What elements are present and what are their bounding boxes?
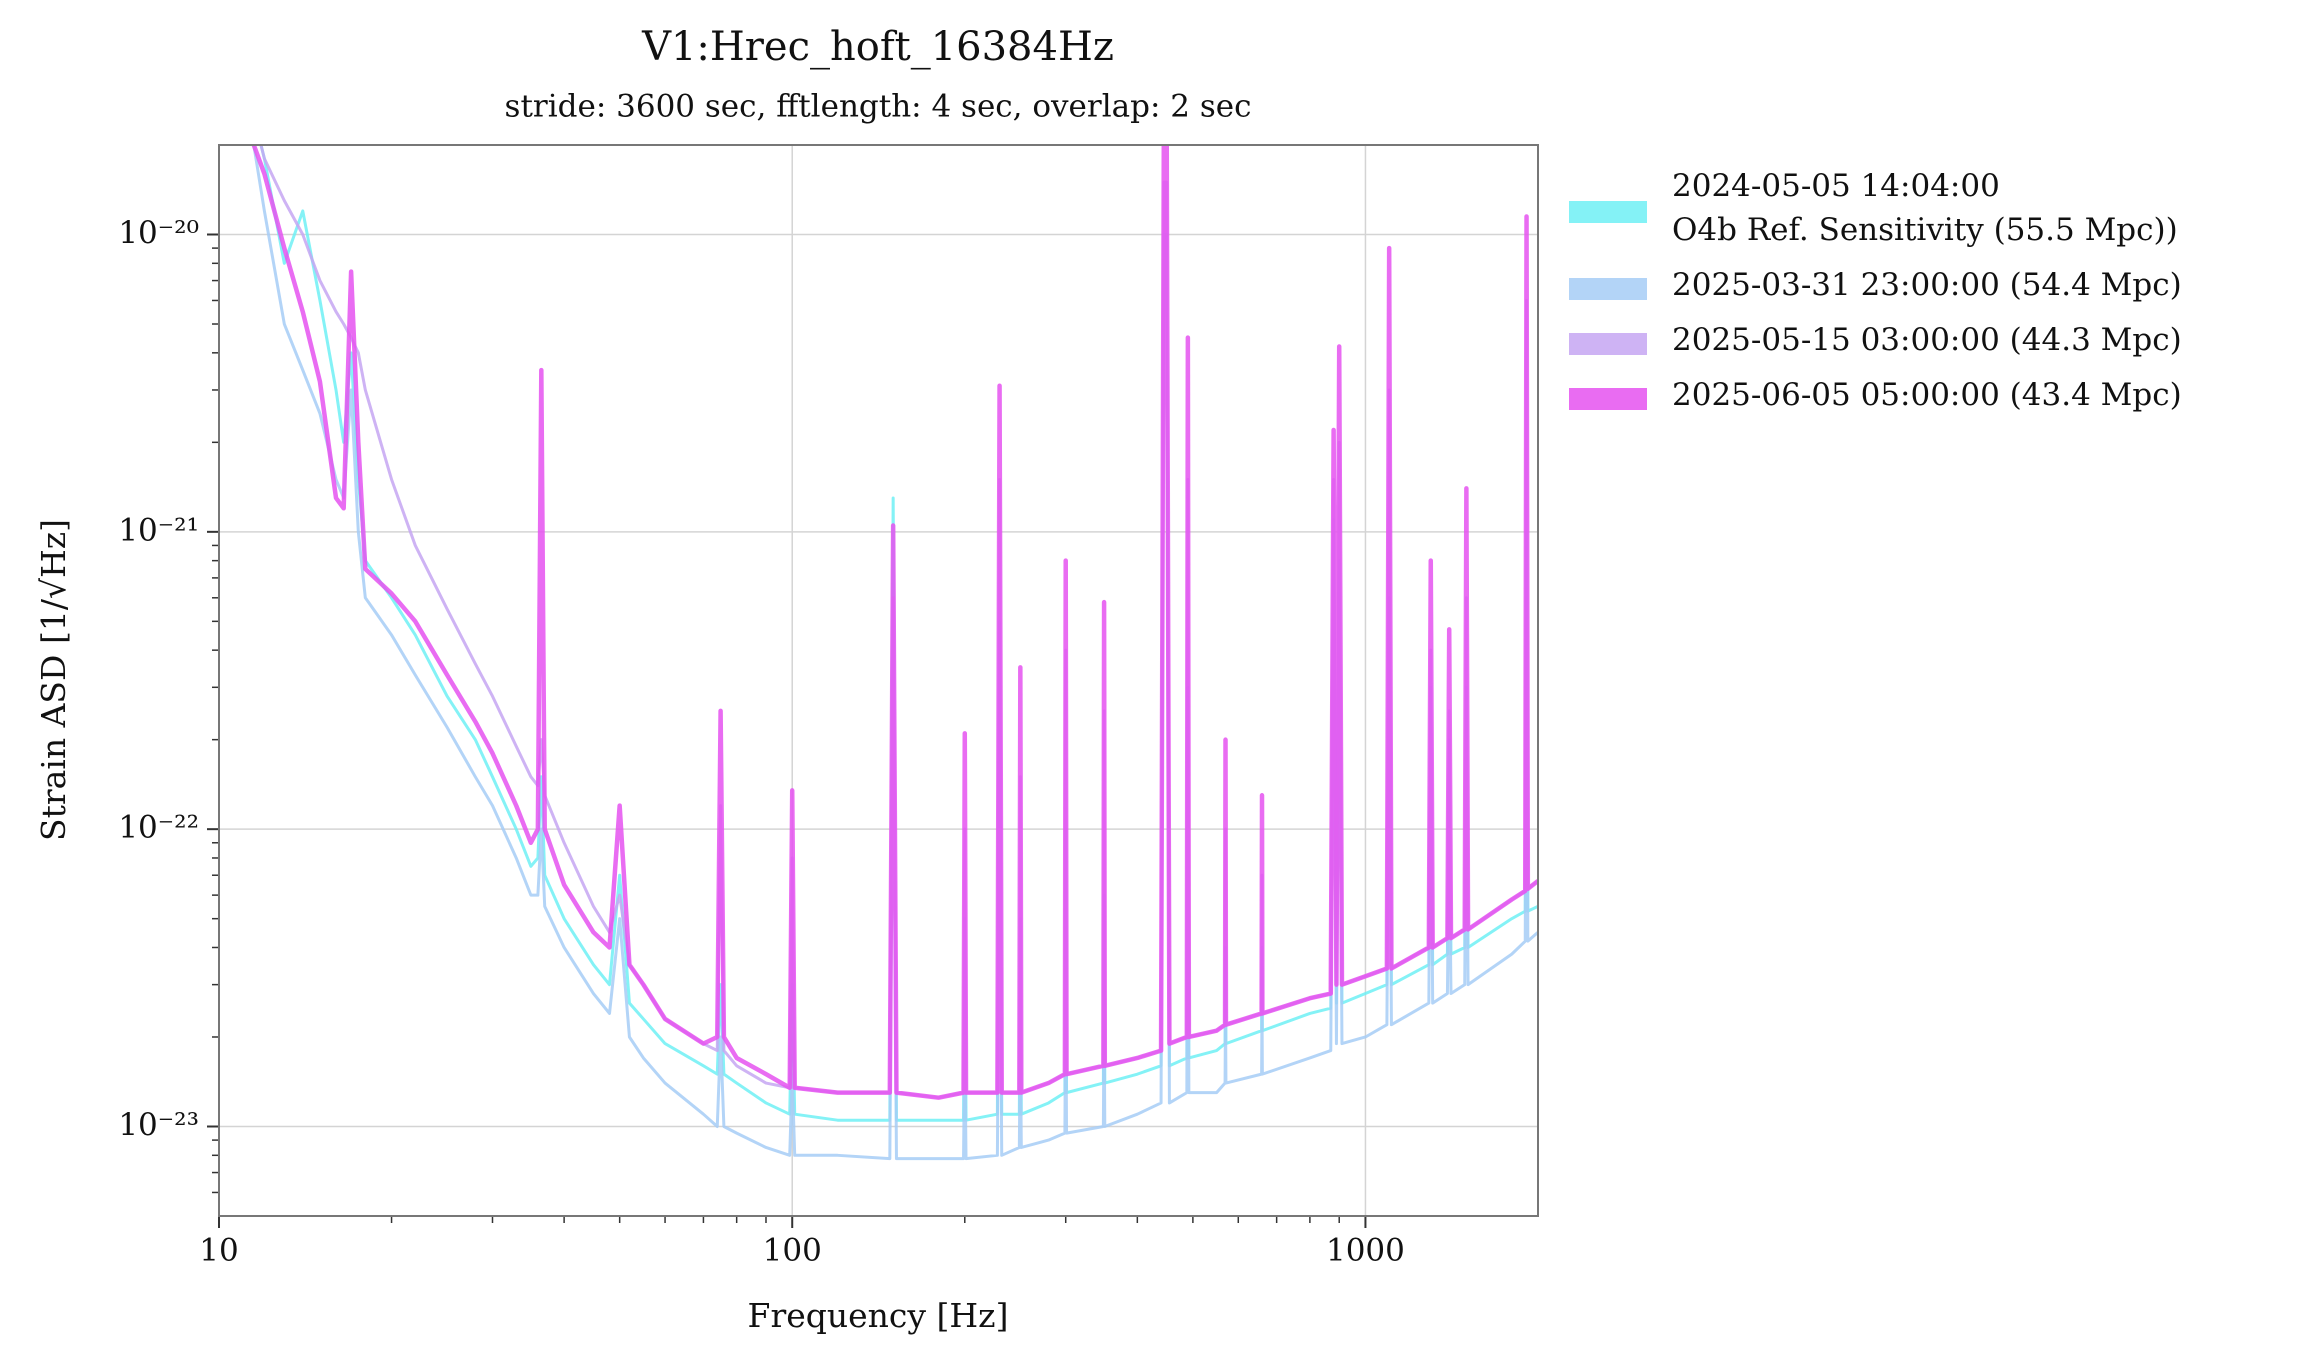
legend: 2024-05-05 14:04:00 O4b Ref. Sensitivity… <box>1569 168 2182 413</box>
legend-label: 2025-05-15 03:00:00 (44.3 Mpc) <box>1672 322 2182 358</box>
plot-lines <box>251 145 1538 1161</box>
series-line <box>251 145 1538 1100</box>
legend-swatch <box>1569 333 1647 355</box>
chart-title: V1:Hrec_hoft_16384Hz <box>641 24 1114 70</box>
y-tick-label: 10⁻²⁰ <box>118 215 199 251</box>
legend-entry: 2025-05-15 03:00:00 (44.3 Mpc) <box>1672 322 2182 358</box>
x-tick-label: 10 <box>199 1233 238 1269</box>
legend-swatch <box>1569 388 1647 410</box>
y-axis-label: Strain ASD [1/√Hz] <box>34 519 73 841</box>
chart-subtitle: stride: 3600 sec, fftlength: 4 sec, over… <box>505 89 1252 125</box>
plot-frame <box>218 144 1539 1217</box>
legend-label: 2025-03-31 23:00:00 (54.4 Mpc) <box>1672 267 2182 303</box>
y-tick-label: 10⁻²² <box>118 810 199 846</box>
x-tick-label: 1000 <box>1326 1233 1405 1269</box>
legend-label: 2025-06-05 05:00:00 (43.4 Mpc) <box>1672 377 2182 413</box>
x-tick-label: 100 <box>763 1233 822 1269</box>
legend-swatch <box>1569 201 1647 223</box>
legend-swatch <box>1569 278 1647 300</box>
legend-entry: 2024-05-05 14:04:00 O4b Ref. Sensitivity… <box>1672 168 2178 248</box>
legend-entry: 2025-03-31 23:00:00 (54.4 Mpc) <box>1672 267 2182 303</box>
legend-entry: 2025-06-05 05:00:00 (43.4 Mpc) <box>1672 377 2182 413</box>
legend-label: 2024-05-05 14:04:00 O4b Ref. Sensitivity… <box>1672 168 2178 248</box>
y-tick-label: 10⁻²³ <box>118 1107 199 1143</box>
x-axis-label: Frequency [Hz] <box>748 1296 1009 1335</box>
grid <box>218 145 1538 1216</box>
y-tick-label: 10⁻²¹ <box>118 512 199 548</box>
